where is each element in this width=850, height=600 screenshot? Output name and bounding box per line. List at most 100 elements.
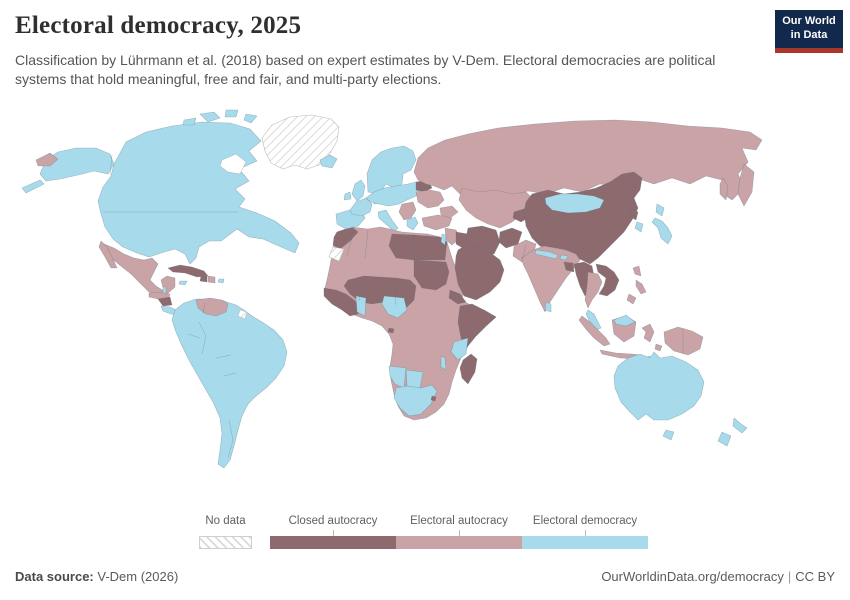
map-region-mexico[interactable] [102,243,176,296]
map-region-mongolia[interactable] [544,193,605,214]
legend-label-closed-autocracy[interactable]: Closed autocracy [288,515,378,527]
data-source-value: V-Dem (2026) [93,569,179,584]
map-region-madagascar[interactable] [459,353,478,385]
map-region-sakhalin[interactable] [719,177,729,201]
map-region-moluccas[interactable] [654,343,663,352]
map-region-nicaragua[interactable] [157,296,173,307]
footer-separator: | [787,569,792,584]
legend-swatch-electoral-democracy[interactable] [522,536,648,549]
map-region-arctic-island[interactable] [199,111,221,123]
data-source-label: Data source: [15,569,94,584]
map-region-equatorial-guinea[interactable] [387,327,395,334]
map-region-libya[interactable] [388,233,415,261]
legend-label-no-data[interactable]: No data [205,515,246,527]
map-region-dominican-republic[interactable] [207,275,216,284]
map-region-south-africa[interactable] [393,384,438,417]
map-region-eswatini[interactable] [430,395,437,402]
legend-swatch-closed-autocracy[interactable] [270,536,396,549]
map-region-australia[interactable] [613,351,705,421]
map-region-hungary-serbia[interactable] [398,201,417,221]
map-region-new-zealand[interactable] [717,431,732,447]
map-region-italy[interactable] [377,209,399,232]
map-region-egypt[interactable] [413,234,448,261]
map-region-cuba[interactable] [167,264,209,278]
map-region-canada-usa[interactable] [97,121,300,265]
map-region-sri-lanka[interactable] [544,301,552,313]
map-region-greenland[interactable] [261,114,340,170]
map-region-south-korea[interactable] [634,221,644,233]
owid-url-link[interactable]: OurWorldinData.org/democracy [601,569,784,584]
map-region-caucasus[interactable] [439,205,459,219]
map-region-kamchatka[interactable] [737,163,755,207]
country-borders [103,154,684,459]
map-region-thailand[interactable] [584,271,603,309]
map-region-baja-california[interactable] [98,240,118,269]
data-source: Data source: V-Dem (2026) [15,569,178,584]
license-link[interactable]: CC BY [795,569,835,584]
owid-logo[interactable]: Our World in Data [775,10,843,53]
map-region-nepal[interactable] [534,249,559,260]
map-region-scandinavia[interactable] [366,145,417,195]
map-region-united-kingdom[interactable] [351,179,366,202]
legend-tick [459,530,460,536]
map-region-bhutan[interactable] [559,254,569,261]
map-region-puerto-rico[interactable] [217,278,225,284]
map-region-ghana[interactable] [355,295,367,317]
map-region-israel[interactable] [440,233,447,246]
map-region-north-korea[interactable] [628,207,639,221]
map-region-west-africa[interactable] [323,287,361,317]
legend-swatch-no-data[interactable] [199,536,252,549]
map-region-malawi[interactable] [440,355,447,371]
map-region-russia[interactable] [413,119,763,201]
legend-tick [585,530,586,536]
map-region-sumatra[interactable] [578,315,611,347]
map-region-chukotka[interactable] [35,152,59,167]
map-region-arctic-island[interactable] [243,113,258,124]
legend-tick [333,530,334,536]
map-region-somalia[interactable] [457,303,497,349]
map-region-morocco[interactable] [332,226,359,250]
map-region-france[interactable] [349,197,373,217]
map-region-namibia[interactable] [388,365,407,389]
map-region-haiti[interactable] [199,275,208,283]
map-region-french-guiana[interactable] [237,309,248,320]
map-region-japan[interactable] [651,217,673,245]
map-region-new-zealand[interactable] [732,417,748,434]
map-region-japan-hokkaido[interactable] [655,203,665,217]
map-region-malaysia-borneo[interactable] [613,314,636,327]
map-region-new-guinea[interactable] [663,326,704,356]
legend-label-electoral-autocracy[interactable]: Electoral autocracy [410,515,508,527]
map-region-south-america[interactable] [171,298,288,469]
map-region-eritrea[interactable] [448,289,467,305]
world-map[interactable] [0,108,850,510]
map-region-sudan[interactable] [413,259,450,291]
map-region-kenya[interactable] [450,337,469,361]
map-region-philippines[interactable] [632,265,642,277]
map-region-philippines[interactable] [635,279,647,295]
map-region-tasmania[interactable] [662,429,675,441]
map-region-indochina[interactable] [595,263,620,297]
map-region-malaysia-peninsula[interactable] [585,309,602,331]
map-region-turkey[interactable] [421,214,453,231]
map-region-greece[interactable] [406,216,419,231]
map-region-western-sahara[interactable] [328,246,345,262]
map-region-arabian-peninsula[interactable] [454,243,505,301]
legend-swatch-electoral-autocracy[interactable] [396,536,522,549]
map-region-ireland[interactable] [343,191,352,201]
map-region-philippines[interactable] [626,293,637,305]
map-region-iceland[interactable] [319,154,338,169]
map-region-ukraine[interactable] [415,189,445,209]
map-region-belize[interactable] [162,286,167,294]
map-region-venezuela[interactable] [195,297,229,317]
map-region-arctic-island[interactable] [224,109,239,118]
map-region-bangladesh[interactable] [563,261,575,273]
legend-label-electoral-democracy[interactable]: Electoral democracy [532,515,638,527]
map-region-jamaica[interactable] [178,280,188,286]
map-region-aleutians[interactable] [21,179,45,194]
map-region-botswana[interactable] [405,369,424,389]
page-title: Electoral democracy, 2025 [15,12,302,39]
map-region-sulawesi[interactable] [641,323,655,343]
map-region-nigeria[interactable] [381,295,408,319]
map-region-arctic-island[interactable] [182,117,197,126]
